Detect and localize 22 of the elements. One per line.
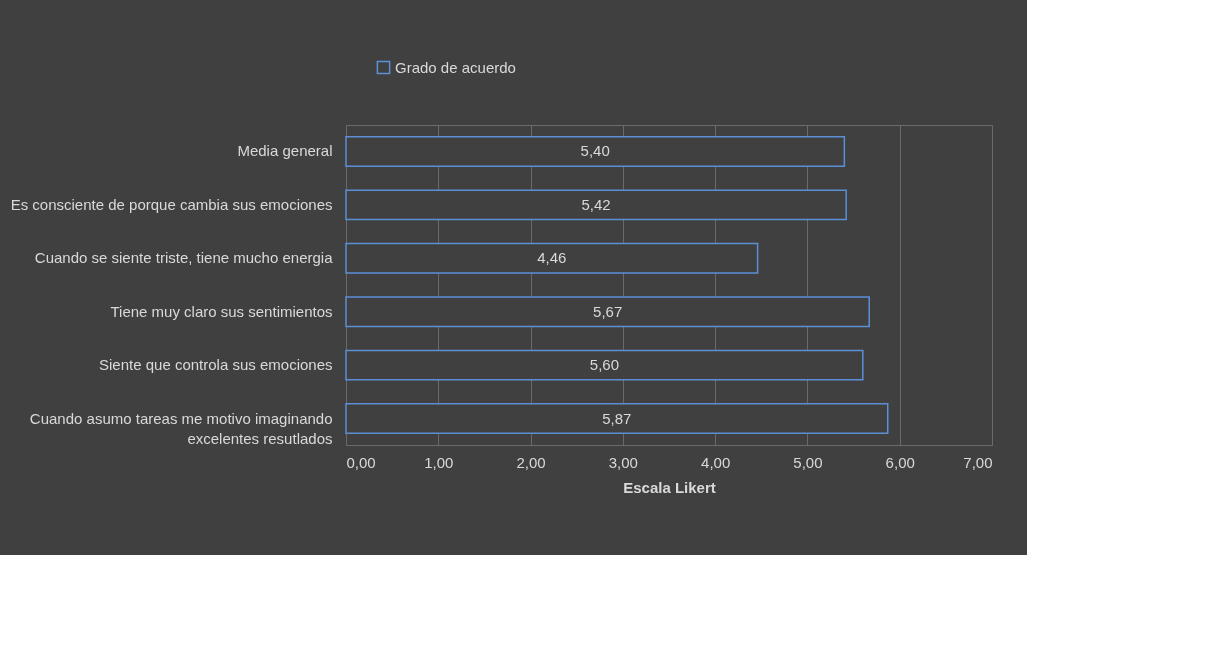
text: 5,60	[589, 356, 619, 374]
legend-label: Grado de acuerdo	[395, 58, 516, 76]
y-tick-label: Media general	[237, 142, 333, 160]
x-tick-label: 1,00	[424, 453, 454, 471]
x-tick-label: 7,00	[963, 453, 993, 471]
text: 4,46	[537, 249, 567, 267]
x-axis-title: Escala Likert	[623, 478, 716, 496]
text: 5,40	[580, 142, 610, 160]
y-tick-label: Siente que controla sus emociones	[99, 356, 333, 374]
x-tick-label: 2,00	[516, 453, 546, 471]
y-tick-label: Cuando asumo tareas me motivo imaginando excelentes resutlados	[29, 409, 333, 447]
x-tick-label: 3,00	[608, 453, 638, 471]
text: 5,87	[602, 409, 632, 427]
text: 5,42	[581, 195, 611, 213]
x-tick-label: 0,00	[346, 453, 376, 471]
y-tick-label: Cuando se siente triste, tiene mucho energia	[34, 249, 334, 267]
text: 5,67	[593, 302, 623, 320]
x-tick-label: 4,00	[701, 453, 731, 471]
y-tick-label: Tiene muy claro sus sentimientos	[110, 302, 333, 320]
y-tick-label: Es consciente de porque cambia sus emociones	[10, 195, 333, 213]
x-tick-label: 5,00	[793, 453, 823, 471]
x-tick-label: 6,00	[885, 453, 915, 471]
